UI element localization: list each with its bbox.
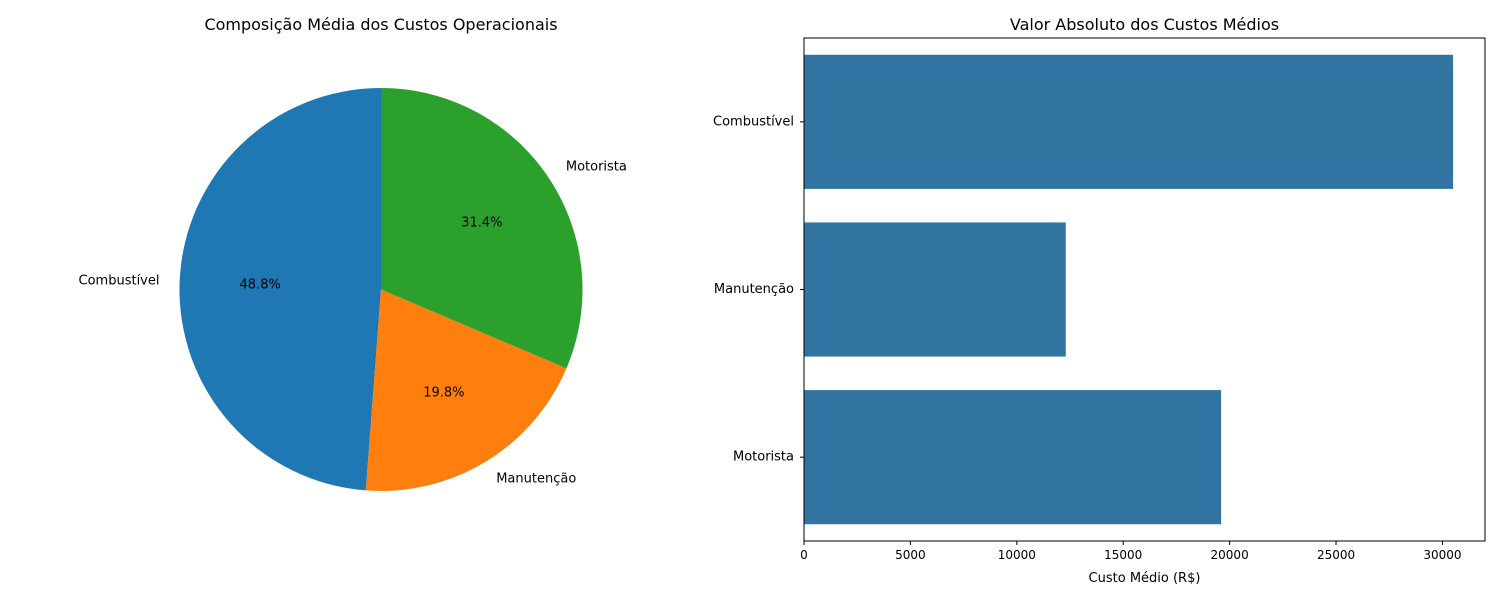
bar-chart: Valor Absoluto dos Custos Médios Combust… bbox=[713, 15, 1486, 586]
pie-slice-combustivel bbox=[179, 88, 381, 491]
y-axis-ticks: Combustível Manutenção Motorista bbox=[713, 114, 804, 465]
x-tick-label-0: 0 bbox=[800, 548, 808, 562]
bar-combustivel bbox=[804, 54, 1454, 189]
pie-label-manutencao: Manutenção bbox=[496, 471, 576, 486]
pie-chart-title: Composição Média dos Custos Operacionais bbox=[204, 15, 557, 34]
pie-percent-combustivel: 48.8% bbox=[240, 277, 281, 292]
pie-slice-manutencao bbox=[365, 289, 567, 491]
bar-chart-title: Valor Absoluto dos Custos Médios bbox=[1010, 15, 1279, 34]
y-tick-label-manutencao: Manutenção bbox=[714, 282, 794, 297]
pie-label-motorista: Motorista bbox=[566, 160, 627, 175]
x-axis-ticks: 0 5000 10000 15000 20000 25000 30000 bbox=[800, 541, 1462, 562]
pie-slice-motorista bbox=[381, 88, 583, 369]
pie-labels: Combustível 48.8% Manutenção 19.8% Motorista… bbox=[79, 160, 627, 487]
x-tick-label-10000: 10000 bbox=[998, 548, 1036, 562]
x-axis-label: Custo Médio (R$) bbox=[1089, 571, 1201, 586]
x-tick-label-15000: 15000 bbox=[1104, 548, 1142, 562]
x-tick-label-25000: 25000 bbox=[1317, 548, 1355, 562]
bars bbox=[804, 54, 1454, 525]
x-tick-label-30000: 30000 bbox=[1423, 548, 1461, 562]
pie-chart: Composição Média dos Custos Operacionais… bbox=[79, 15, 627, 491]
y-tick-label-combustivel: Combustível bbox=[713, 114, 794, 129]
x-tick-label-5000: 5000 bbox=[895, 548, 926, 562]
x-tick-label-20000: 20000 bbox=[1211, 548, 1249, 562]
pie-label-combustivel: Combustível bbox=[79, 274, 160, 289]
bar-manutencao bbox=[804, 222, 1066, 357]
bar-motorista bbox=[804, 390, 1222, 525]
pie-slices bbox=[179, 88, 583, 491]
y-tick-label-motorista: Motorista bbox=[733, 450, 794, 465]
pie-percent-motorista: 31.4% bbox=[461, 215, 502, 230]
pie-percent-manutencao: 19.8% bbox=[423, 385, 464, 400]
